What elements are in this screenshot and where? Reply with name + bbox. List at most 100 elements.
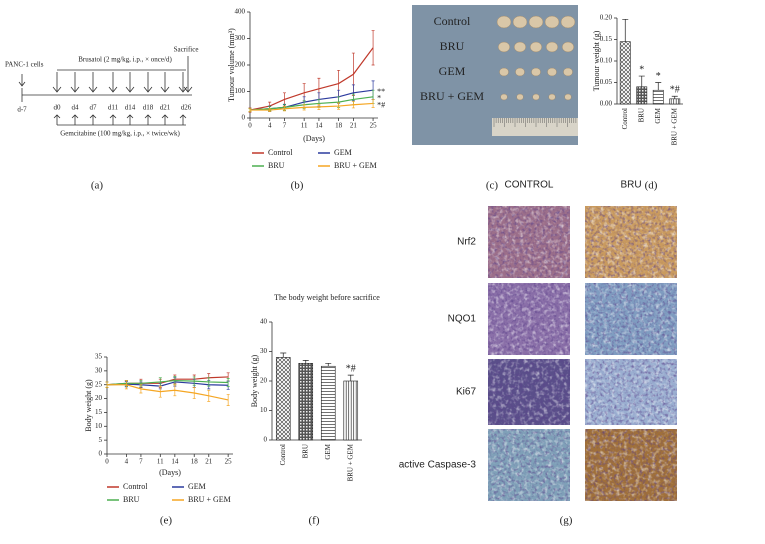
micrograph-nuclei <box>585 359 677 425</box>
bar <box>320 365 336 441</box>
tumour <box>564 93 572 101</box>
gemcitabine-arrow <box>53 114 61 125</box>
error-bar <box>226 394 230 406</box>
brusatol-arrow <box>88 72 98 93</box>
brusatol-arrow <box>143 72 153 93</box>
row-label: NQO1 <box>448 314 477 325</box>
brusatol-label: Brusatol (2 mg/kg, i.p., × once/d) <box>78 56 172 64</box>
error-bar <box>347 374 354 381</box>
panel-label: (g) <box>560 515 573 527</box>
day-label: d14 <box>125 104 136 112</box>
y-tick-label: 10 <box>260 406 268 414</box>
x-tick-label: BRU <box>301 444 309 458</box>
y-tick-label: 0.15 <box>600 35 613 43</box>
significance-mark: *# <box>346 363 356 374</box>
error-bar <box>325 362 332 367</box>
x-tick-label: BRU <box>637 108 645 122</box>
day-label: d21 <box>160 104 171 112</box>
legend-label: BRU + GEM <box>188 495 231 504</box>
x-tick-label: 18 <box>335 122 343 130</box>
panel-label: (a) <box>91 180 104 192</box>
significance-mark: ** <box>377 87 385 96</box>
row-label: BRU + GEM <box>420 89 484 103</box>
cells-label: PANC-1 cells <box>5 61 44 69</box>
series-line <box>250 102 374 111</box>
y-tick-label: 200 <box>235 61 246 69</box>
x-tick-label: Control <box>279 444 287 465</box>
tumour <box>513 41 527 53</box>
y-tick-label: 0 <box>242 114 246 122</box>
brusatol-arrow <box>125 72 135 93</box>
tumour <box>500 93 508 101</box>
row-label: GEM <box>439 64 466 78</box>
ruler <box>492 118 578 136</box>
x-tick-label: 7 <box>139 458 143 466</box>
error-bar <box>226 377 230 388</box>
x-tick-label: 11 <box>301 122 308 130</box>
tumour <box>545 41 559 53</box>
gemcitabine-arrow <box>89 114 97 125</box>
legend-label: BRU <box>268 161 285 170</box>
legend-label: GEM <box>188 482 206 491</box>
bar <box>298 362 314 441</box>
error-bar <box>302 360 309 364</box>
x-tick-label: 14 <box>315 122 323 130</box>
tumour <box>528 15 544 29</box>
y-axis-label: Tumour volume (mm³) <box>227 28 236 102</box>
micrograph-nuclei <box>488 206 570 278</box>
x-tick-label: 4 <box>125 458 129 466</box>
x-tick-label: BRU + GEM <box>346 443 354 481</box>
micrograph-nuclei <box>585 429 677 501</box>
gemcitabine-arrow <box>109 114 117 125</box>
series-line <box>106 381 229 387</box>
tumour <box>512 15 528 29</box>
bar <box>619 41 631 105</box>
tumour <box>560 15 576 29</box>
y-axis-label: Tumour weight (g) <box>592 30 601 91</box>
y-tick-label: 40 <box>260 318 268 326</box>
x-tick-label: 21 <box>350 122 358 130</box>
row-label: active Caspase-3 <box>399 460 477 471</box>
tumour <box>561 41 575 53</box>
bar <box>669 98 681 105</box>
y-tick-label: 10 <box>95 422 103 430</box>
error-bar <box>371 99 375 108</box>
legend-label: GEM <box>334 148 352 157</box>
y-tick-label: 15 <box>95 408 103 416</box>
error-bar <box>671 95 678 99</box>
panel-label: (f) <box>309 515 320 527</box>
panel-label: (b) <box>291 180 304 192</box>
x-tick-label: 25 <box>225 458 233 466</box>
panel-label: (e) <box>160 515 173 527</box>
error-bar <box>371 30 375 66</box>
y-tick-label: 20 <box>260 377 268 385</box>
brusatol-arrow <box>108 72 118 93</box>
micrograph-nuclei <box>585 283 677 355</box>
panel-label: (d) <box>645 180 658 192</box>
error-bar <box>655 82 662 91</box>
tumour <box>548 93 556 101</box>
column-header: CONTROL <box>505 180 554 191</box>
bar <box>636 86 648 105</box>
y-tick-label: 0.05 <box>600 78 613 86</box>
y-tick-label: 30 <box>260 347 268 355</box>
series-line <box>249 96 374 111</box>
brusatol-arrow <box>52 72 62 93</box>
x-axis-label: (Days) <box>159 468 181 477</box>
day-label: d0 <box>54 104 62 112</box>
series-line <box>107 384 229 401</box>
x-tick-label: BRU + GEM <box>670 107 678 145</box>
gemcitabine-arrow <box>126 114 134 125</box>
legend-label: Control <box>268 148 293 157</box>
y-tick-label: 25 <box>95 380 103 388</box>
significance-mark: * <box>656 71 661 82</box>
y-tick-label: 35 <box>95 353 103 361</box>
day-label: d18 <box>143 104 154 112</box>
x-axis-label: (Days) <box>303 134 325 143</box>
significance-mark: *# <box>670 85 680 96</box>
error-bar <box>622 18 629 42</box>
bar <box>652 89 664 105</box>
significance-mark: * <box>377 94 381 103</box>
